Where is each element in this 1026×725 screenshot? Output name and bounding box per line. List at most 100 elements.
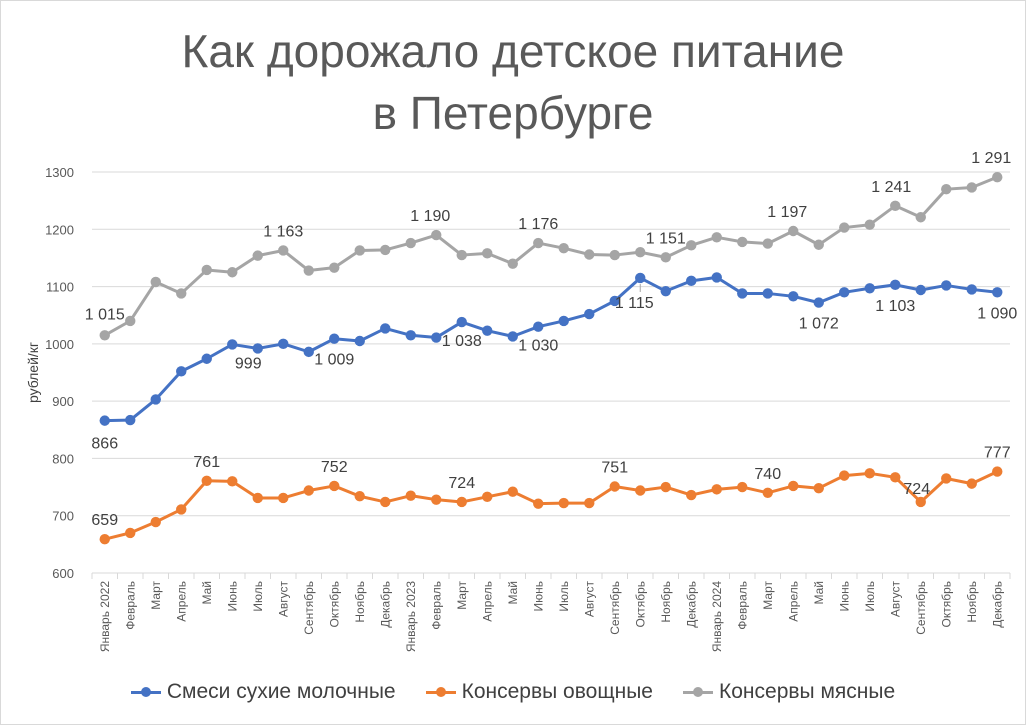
y-axis-label: рублей/кг bbox=[25, 342, 41, 403]
data-point bbox=[303, 346, 314, 358]
x-tick-label: Март bbox=[455, 581, 469, 610]
data-label: 1 163 bbox=[263, 223, 303, 240]
y-tick-label: 1100 bbox=[46, 280, 74, 295]
data-point bbox=[915, 212, 926, 223]
series-1 bbox=[99, 272, 1003, 426]
data-label: 761 bbox=[193, 454, 220, 471]
data-point bbox=[992, 287, 1003, 298]
data-point bbox=[992, 466, 1003, 477]
data-point bbox=[405, 237, 416, 249]
data-point bbox=[303, 265, 314, 276]
data-point bbox=[711, 272, 722, 283]
data-point bbox=[405, 490, 416, 501]
data-point bbox=[405, 330, 416, 341]
data-label: 751 bbox=[601, 459, 628, 476]
data-point bbox=[201, 264, 212, 276]
data-point bbox=[533, 237, 544, 249]
data-label: 1 197 bbox=[767, 204, 807, 221]
data-point bbox=[737, 481, 748, 493]
data-point bbox=[431, 332, 442, 343]
y-tick-label: 1300 bbox=[45, 165, 74, 180]
series-line bbox=[104, 470, 998, 541]
chart-legend: Смеси сухие молочные Консервы овощные Конс… bbox=[0, 680, 1026, 704]
data-point bbox=[201, 353, 212, 364]
data-point bbox=[890, 472, 901, 483]
data-point bbox=[635, 247, 646, 258]
data-label: 1 038 bbox=[442, 333, 482, 350]
data-point bbox=[354, 245, 365, 256]
data-point bbox=[864, 219, 875, 230]
data-point bbox=[176, 504, 187, 515]
y-tick-label: 900 bbox=[52, 394, 74, 409]
data-point bbox=[150, 516, 161, 528]
data-point bbox=[890, 200, 901, 211]
data-point bbox=[609, 481, 620, 492]
data-point bbox=[329, 480, 340, 492]
data-label: 740 bbox=[754, 466, 781, 483]
x-tick-label: Октябрь bbox=[327, 581, 341, 628]
data-point bbox=[813, 297, 824, 308]
x-tick-label: Август bbox=[888, 581, 902, 618]
data-label: 1 072 bbox=[799, 316, 839, 333]
data-point bbox=[941, 473, 952, 484]
x-tick-label: Апрель bbox=[480, 581, 494, 622]
data-label: 724 bbox=[448, 475, 475, 492]
legend-swatch bbox=[683, 686, 713, 698]
data-label: 1 176 bbox=[518, 216, 558, 233]
data-label: 1 103 bbox=[875, 298, 915, 315]
data-label: 999 bbox=[235, 355, 262, 372]
x-tick-label: Сентябрь bbox=[302, 581, 316, 635]
data-point bbox=[380, 496, 391, 508]
data-label: 866 bbox=[91, 436, 118, 453]
data-label: 1 030 bbox=[518, 338, 558, 355]
data-point bbox=[227, 339, 238, 350]
data-point bbox=[915, 496, 926, 508]
data-point bbox=[584, 497, 595, 509]
data-point bbox=[558, 315, 569, 327]
x-tick-label: Январь 2024 bbox=[710, 581, 724, 652]
chart-title-line-1: Как дорожало детское питание bbox=[181, 25, 845, 77]
data-point bbox=[227, 267, 238, 278]
x-tick-label: Июнь bbox=[531, 581, 545, 612]
data-point bbox=[507, 331, 518, 342]
data-point bbox=[686, 489, 697, 501]
data-point bbox=[456, 249, 467, 261]
legend-item: Консервы мясные bbox=[683, 680, 895, 704]
x-tick-label: Май bbox=[812, 581, 826, 605]
legend-item: Смеси сухие молочные bbox=[130, 680, 396, 704]
chart-title-line-2: в Петербурге bbox=[372, 87, 654, 139]
data-point bbox=[99, 415, 110, 426]
x-tick-label: Март bbox=[761, 581, 775, 610]
data-point bbox=[966, 284, 977, 295]
data-point bbox=[201, 475, 212, 486]
legend-swatch-marker bbox=[435, 687, 446, 697]
data-point bbox=[303, 485, 314, 496]
data-label: 777 bbox=[984, 445, 1011, 462]
data-point bbox=[125, 315, 136, 327]
data-point bbox=[482, 491, 493, 503]
data-point bbox=[762, 238, 773, 249]
data-point bbox=[252, 492, 263, 504]
data-point bbox=[762, 487, 773, 498]
data-point bbox=[278, 338, 289, 350]
y-tick-label: 600 bbox=[52, 566, 74, 581]
data-point bbox=[660, 252, 671, 263]
x-tick-label: Январь 2023 bbox=[404, 581, 418, 652]
x-tick-label: Октябрь bbox=[939, 581, 953, 628]
legend-label: Смеси сухие молочные bbox=[166, 680, 396, 703]
data-point bbox=[125, 414, 136, 426]
data-point bbox=[839, 470, 850, 481]
x-tick-label: Февраль bbox=[735, 581, 749, 630]
data-point bbox=[711, 232, 722, 243]
data-point bbox=[966, 478, 977, 489]
x-tick-label: Декабрь bbox=[378, 581, 392, 628]
data-point bbox=[660, 285, 671, 297]
data-point bbox=[456, 316, 467, 328]
x-tick-label: Январь 2022 bbox=[98, 581, 112, 652]
x-tick-label: Июль bbox=[863, 581, 877, 612]
legend-item: Консервы овощные bbox=[425, 680, 653, 704]
data-point bbox=[431, 229, 442, 241]
data-point bbox=[533, 498, 544, 509]
data-point bbox=[788, 225, 799, 237]
